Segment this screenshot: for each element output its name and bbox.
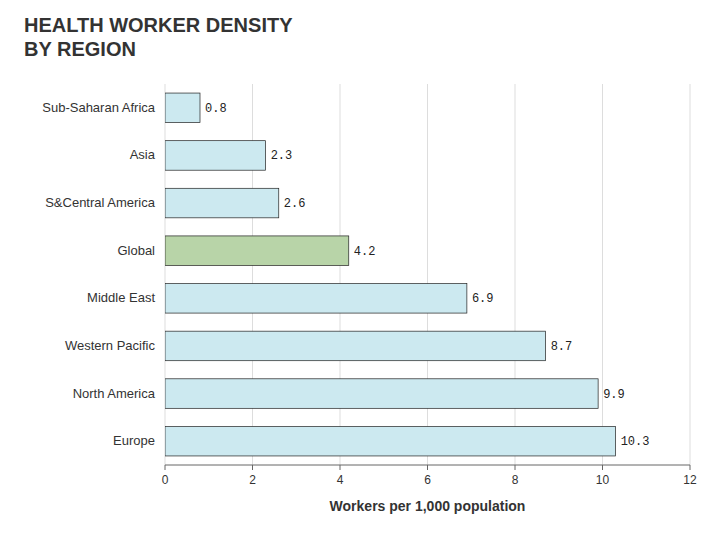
bar <box>165 426 616 456</box>
grid <box>165 84 690 465</box>
category-label: Europe <box>113 433 155 448</box>
data-label: 2.3 <box>271 149 293 163</box>
bar <box>165 188 279 218</box>
data-label: 4.2 <box>354 245 376 259</box>
x-axis-label: Workers per 1,000 population <box>330 498 526 514</box>
data-label: 0.8 <box>205 102 227 116</box>
labels: 0.8 Sub-Saharan Africa 2.3 Asia 2.6 S&Central… <box>42 100 649 449</box>
grid-line <box>690 84 691 465</box>
tick-label: 12 <box>683 473 697 487</box>
bar <box>165 141 266 171</box>
data-label: 8.7 <box>551 340 573 354</box>
tick-label: 8 <box>512 473 519 487</box>
category-label: Sub-Saharan Africa <box>42 100 156 115</box>
tick-mark <box>252 465 253 470</box>
title: HEALTH WORKER DENSITYBY REGION <box>24 14 293 60</box>
tick-mark <box>427 465 428 470</box>
tick-label: 10 <box>596 473 610 487</box>
tick-label: 6 <box>424 473 431 487</box>
x-axis <box>165 465 690 466</box>
data-label: 2.6 <box>284 197 306 211</box>
tick-mark <box>602 465 603 470</box>
bar <box>165 236 349 266</box>
tick-mark <box>515 465 516 470</box>
bar <box>165 93 200 123</box>
data-label: 10.3 <box>621 435 650 449</box>
tick-label: 4 <box>337 473 344 487</box>
category-label: Western Pacific <box>65 338 156 353</box>
bar <box>165 284 467 314</box>
category-label: Asia <box>130 147 156 162</box>
category-label: Global <box>117 243 155 258</box>
grid-line <box>602 84 603 465</box>
chart: HEALTH WORKER DENSITYBY REGION 0 2 4 6 8 10 12 0… <box>0 0 720 540</box>
bar <box>165 331 546 361</box>
bar <box>165 379 598 409</box>
data-label: 9.9 <box>603 388 625 402</box>
tick-mark <box>165 465 166 470</box>
data-label: 6.9 <box>472 292 494 306</box>
tick-mark <box>690 465 691 470</box>
tick-mark <box>340 465 341 470</box>
category-label: Middle East <box>87 290 155 305</box>
chart-container: HEALTH WORKER DENSITYBY REGION 0 2 4 6 8 10 12 0… <box>0 0 720 540</box>
tick-label: 2 <box>249 473 256 487</box>
bars <box>165 93 616 456</box>
category-label: North America <box>73 386 156 401</box>
tick-label: 0 <box>162 473 169 487</box>
category-label: S&Central America <box>45 195 156 210</box>
